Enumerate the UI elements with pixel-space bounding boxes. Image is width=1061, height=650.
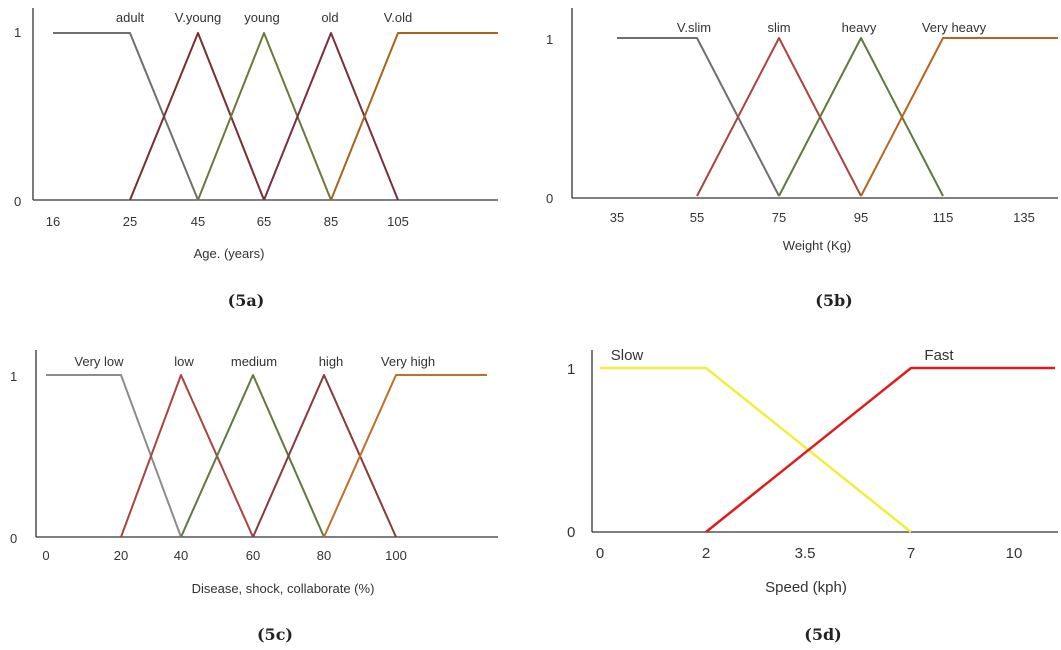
x-tick-label: 85	[324, 214, 338, 229]
series-line-young	[197, 32, 332, 201]
y-tick-1: 1	[546, 32, 553, 47]
panel-caption: (5d)	[804, 625, 841, 644]
x-tick-labels: 35 55 75 95 115 135	[610, 210, 1035, 225]
x-axis-title: Age. (years)	[194, 246, 265, 261]
series-line-slim	[696, 37, 862, 197]
series-label: Very heavy	[922, 20, 987, 35]
x-tick-label: 65	[257, 214, 271, 229]
x-tick-label: 40	[174, 548, 188, 563]
series-label: V.young	[175, 10, 222, 25]
x-tick-label: 35	[610, 210, 624, 225]
series-line-low	[120, 374, 254, 538]
y-tick-1: 1	[10, 369, 17, 384]
series-line-high	[252, 374, 397, 538]
y-tick-0: 0	[546, 191, 553, 206]
membership-labels: Very low low medium high Very high	[74, 354, 435, 369]
series-label: Fast	[924, 347, 954, 364]
series-label: slim	[767, 20, 790, 35]
x-axis-title: Speed (kph)	[765, 579, 847, 596]
series-label: adult	[116, 10, 145, 25]
series-line-very-heavy	[860, 37, 1058, 197]
series-lines	[600, 366, 1055, 533]
x-axis-title: Disease, shock, collaborate (%)	[192, 581, 375, 596]
x-axis-title: Weight (Kg)	[783, 238, 851, 253]
x-tick-label: 60	[246, 548, 260, 563]
panel-5a: 1 0 16 25 45 65 85 105 adult V.young young old V.…	[14, 8, 498, 310]
x-tick-label: 95	[854, 210, 868, 225]
x-tick-label: 55	[690, 210, 704, 225]
x-tick-label: 20	[114, 548, 128, 563]
membership-labels: V.slim slim heavy Very heavy	[677, 20, 987, 35]
x-tick-label: 2	[702, 545, 710, 562]
series-label: young	[244, 10, 279, 25]
series-line-very-low	[46, 374, 182, 538]
series-lines	[53, 32, 498, 201]
x-tick-label: 16	[46, 214, 60, 229]
x-tick-label: 0	[596, 545, 604, 562]
series-line-v-slim	[617, 37, 780, 197]
panel-caption: (5a)	[228, 291, 265, 310]
series-lines	[46, 374, 487, 538]
series-line-medium	[180, 374, 325, 538]
panel-5d: 1 0 0 2 3.5 7 10 Slow Fast Speed (kph) (5d)	[567, 347, 1058, 644]
y-tick-0: 0	[10, 531, 17, 546]
y-tick-1: 1	[567, 361, 575, 378]
x-tick-label: 100	[385, 548, 407, 563]
series-label: V.old	[384, 10, 412, 25]
membership-labels: Slow Fast	[611, 347, 955, 364]
series-label: high	[319, 354, 344, 369]
x-tick-label: 45	[191, 214, 205, 229]
series-label: Slow	[611, 347, 644, 364]
series-line-fast	[705, 366, 1055, 533]
series-line-slow	[600, 366, 912, 533]
y-tick-0: 0	[567, 524, 575, 541]
x-tick-label: 105	[387, 214, 409, 229]
series-line-heavy	[778, 37, 944, 197]
series-line-v-young	[129, 32, 265, 201]
x-tick-labels: 16 25 45 65 85 105	[46, 214, 409, 229]
panel-caption: (5c)	[257, 625, 293, 644]
x-tick-label: 135	[1013, 210, 1035, 225]
series-line-old	[263, 32, 399, 201]
x-tick-label: 7	[907, 545, 915, 562]
x-tick-label: 25	[123, 214, 137, 229]
series-label: Very low	[74, 354, 124, 369]
x-tick-label: 3.5	[795, 545, 816, 562]
series-line-very-high	[323, 374, 487, 538]
series-label: old	[321, 10, 338, 25]
series-line-adult	[53, 32, 199, 201]
x-tick-label: 80	[317, 548, 331, 563]
series-label: heavy	[842, 20, 877, 35]
x-tick-label: 10	[1006, 545, 1023, 562]
y-tick-0: 0	[14, 194, 21, 209]
series-label: medium	[231, 354, 277, 369]
panel-5b: 1 0 35 55 75 95 115 135 V.slim slim heavy Very h…	[546, 8, 1058, 310]
series-label: V.slim	[677, 20, 711, 35]
panel-5c: 1 0 0 20 40 60 80 100 Very low low medium high Ve…	[10, 350, 498, 644]
panel-caption: (5b)	[815, 291, 852, 310]
x-tick-label: 0	[42, 548, 49, 563]
x-tick-label: 115	[933, 210, 954, 225]
series-line-v-old	[330, 32, 498, 201]
membership-labels: adult V.young young old V.old	[116, 10, 412, 25]
y-tick-1: 1	[14, 25, 21, 40]
series-lines	[617, 37, 1058, 197]
x-tick-labels: 0 20 40 60 80 100	[42, 548, 406, 563]
x-tick-labels: 0 2 3.5 7 10	[596, 545, 1023, 562]
series-label: Very high	[381, 354, 435, 369]
series-label: low	[174, 354, 194, 369]
x-tick-label: 75	[772, 210, 786, 225]
